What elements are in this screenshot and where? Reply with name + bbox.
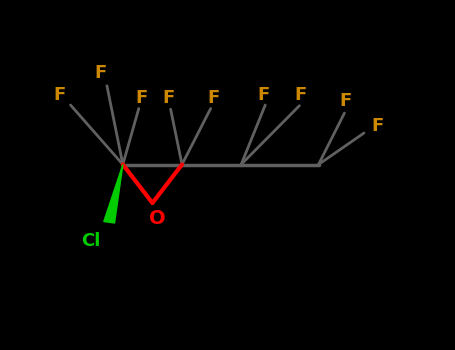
Text: Cl: Cl — [81, 232, 101, 251]
Text: F: F — [135, 89, 147, 107]
Text: F: F — [294, 85, 306, 104]
Text: F: F — [162, 89, 174, 107]
Text: F: F — [53, 85, 65, 104]
Text: O: O — [149, 209, 165, 228]
Text: F: F — [208, 89, 220, 107]
Text: F: F — [340, 92, 352, 111]
Polygon shape — [104, 164, 123, 223]
Text: F: F — [372, 117, 384, 135]
Text: F: F — [258, 85, 270, 104]
Text: F: F — [94, 64, 106, 83]
